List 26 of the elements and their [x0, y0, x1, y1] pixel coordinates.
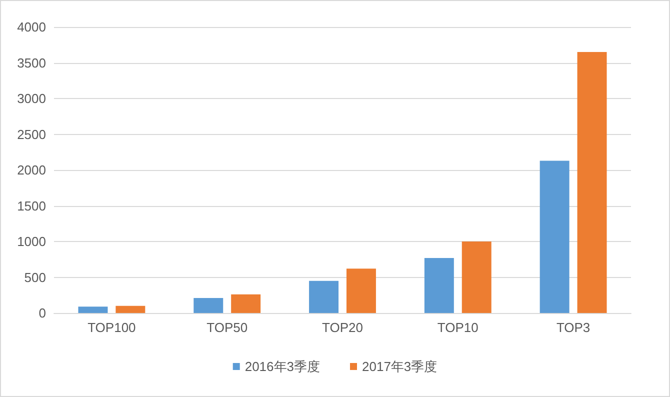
- bar: [116, 306, 146, 313]
- bar: [346, 268, 376, 313]
- bar: [424, 258, 454, 313]
- bar: [194, 298, 224, 313]
- y-tick-label: 500: [24, 270, 46, 285]
- bar: [309, 280, 339, 313]
- legend-label: 2017年3季度: [362, 359, 438, 374]
- y-tick-label: 2500: [17, 126, 46, 142]
- bar: [78, 306, 108, 313]
- y-tick-label: 0: [38, 306, 46, 320]
- legend-label: 2016年3季度: [244, 359, 320, 374]
- y-tick-label: 4000: [17, 20, 46, 34]
- y-tick-label: 2000: [17, 162, 46, 178]
- y-tick-label: 3500: [17, 55, 46, 70]
- x-tick-label: TOP100: [88, 320, 136, 335]
- y-tick-label: 3000: [17, 91, 46, 106]
- x-tick-label: TOP20: [322, 320, 363, 335]
- y-tick-label: 1500: [17, 198, 46, 214]
- bar: [231, 294, 261, 313]
- x-tick-label: TOP10: [437, 320, 478, 335]
- y-tick-label: 1000: [17, 234, 46, 249]
- bar: [577, 52, 607, 313]
- x-tick-label: TOP3: [556, 320, 590, 335]
- bar: [540, 160, 570, 313]
- x-tick-label: TOP50: [206, 320, 248, 335]
- bar: [462, 242, 492, 313]
